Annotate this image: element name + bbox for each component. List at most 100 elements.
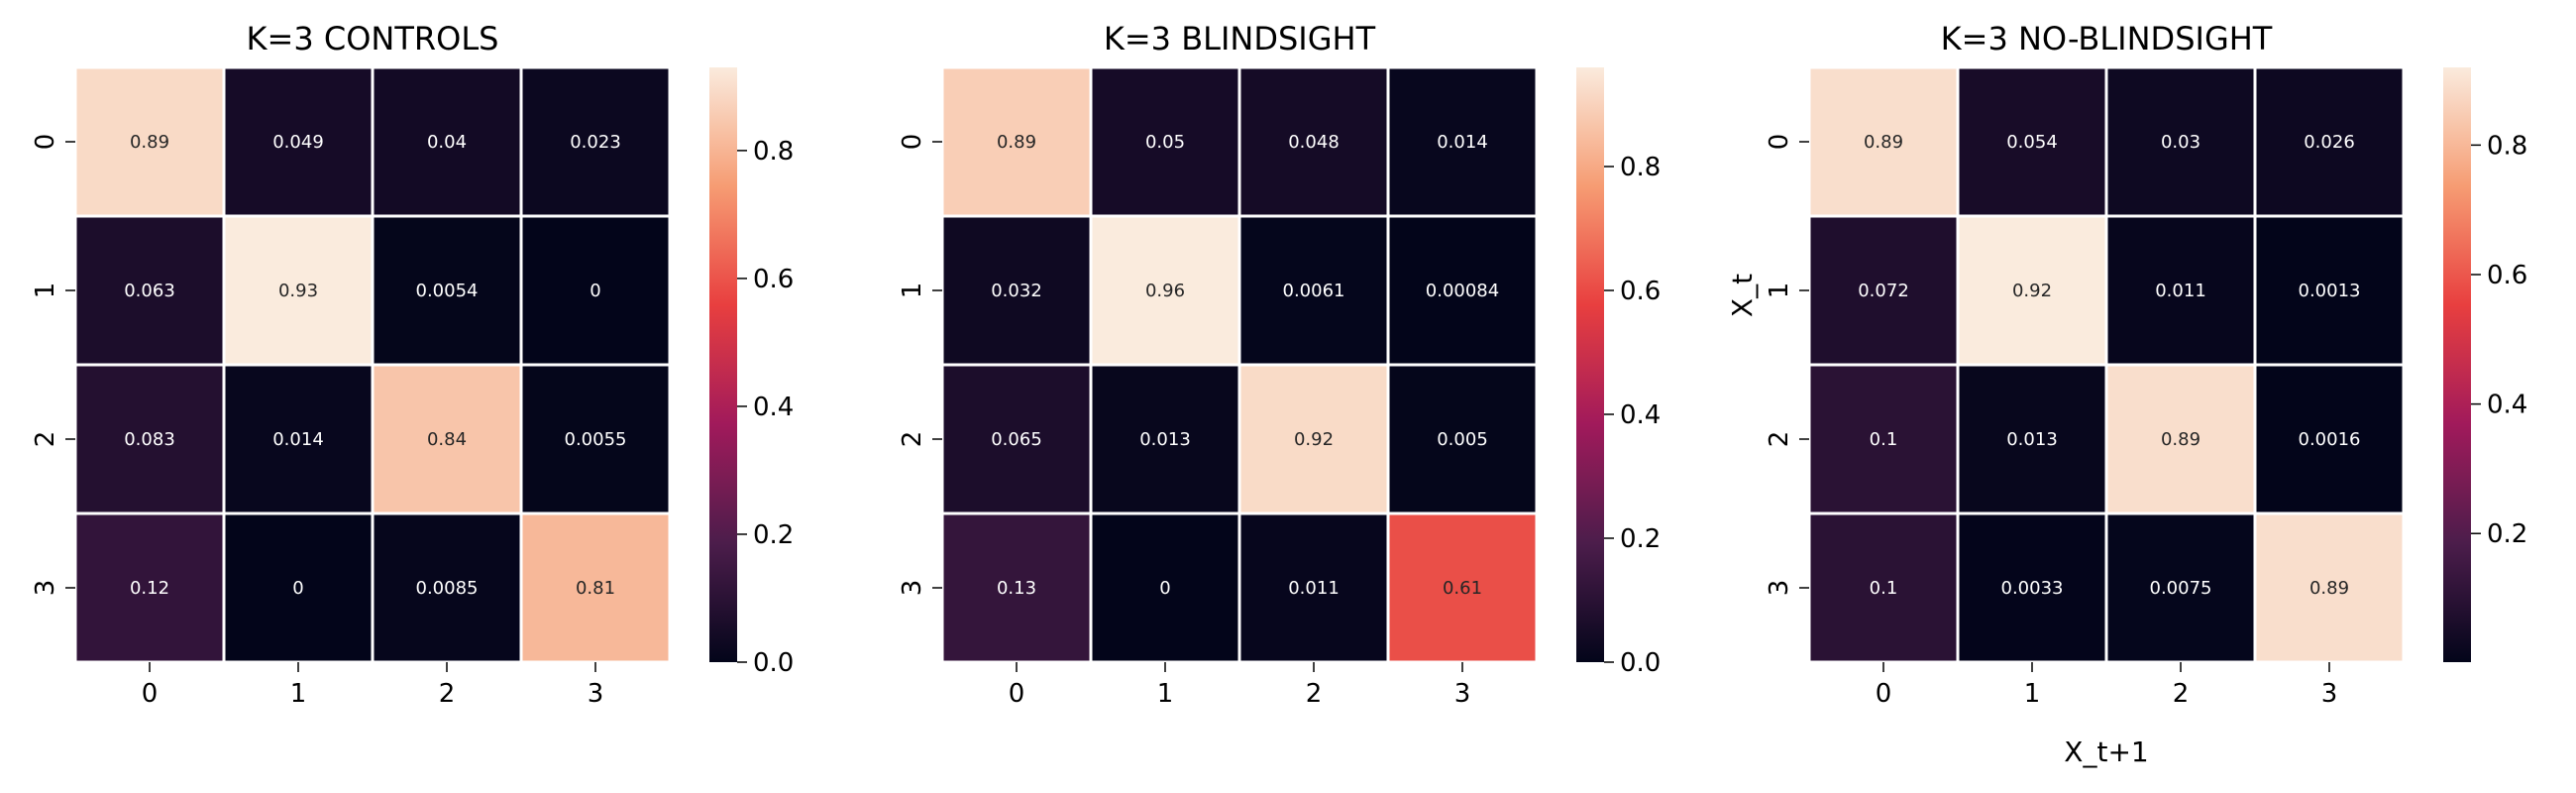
cell-value-label: 0.054 [2006, 132, 2058, 153]
heatmap-cell [1956, 363, 2108, 515]
cell-value-label: 0.61 [1443, 578, 1482, 599]
cell-value-label: 0.026 [2304, 132, 2355, 153]
y-tick-label: 2 [898, 431, 927, 448]
heatmap-cell [519, 363, 672, 515]
cell-value-label: 0 [590, 281, 600, 301]
cell-value-label: 0.03 [2161, 132, 2200, 153]
colorbar-tick-label: 0.2 [753, 520, 794, 550]
heatmap-cell [222, 65, 375, 218]
heatmap-cell [519, 65, 672, 218]
colorbar-tick-label: 0.0 [753, 648, 794, 678]
heatmap-cell [222, 511, 375, 664]
y-tick-label: 3 [31, 580, 60, 597]
colorbar-tick-label: 0.6 [753, 265, 794, 294]
colorbar-tick-label: 0.8 [753, 137, 794, 167]
y-tick-label: 1 [1765, 283, 1794, 299]
y-axis-label: X_t [1726, 274, 1759, 317]
cell-value-label: 0.89 [2161, 429, 2200, 450]
heatmap-cell [1807, 511, 1960, 664]
heatmap-panel-3: K=3 NO-BLINDSIGHT 0.89 0.054 0.03 0.026 0.072… [1726, 20, 2527, 768]
x-tick-label: 1 [1157, 679, 1174, 709]
x-tick-label: 2 [1306, 679, 1323, 709]
y-tick-label: 0 [31, 134, 60, 151]
cell-value-label: 0 [1159, 578, 1170, 599]
heatmap-cell [222, 363, 375, 515]
chart-title: K=3 CONTROLS [247, 20, 499, 57]
y-tick-label: 0 [898, 134, 927, 151]
cell-value-label: 0.00084 [1426, 281, 1499, 301]
cell-value-label: 0.13 [997, 578, 1036, 599]
y-tick-label: 0 [1765, 134, 1794, 151]
colorbar-tick-label: 0.4 [2487, 391, 2527, 420]
heatmap-cell [371, 65, 523, 218]
x-tick-label: 3 [1454, 679, 1471, 709]
heatmap-cell [1807, 214, 1960, 367]
heatmap-cell [519, 511, 672, 664]
heatmap-cell [519, 214, 672, 367]
cell-value-label: 0.014 [1437, 132, 1488, 153]
cell-value-label: 0.92 [2012, 281, 2052, 301]
cell-value-label: 0.0061 [1283, 281, 1345, 301]
x-tick-label: 2 [2173, 679, 2190, 709]
heatmap-cell [2253, 65, 2406, 218]
colorbar-tick-label: 0.6 [2487, 261, 2527, 290]
cell-value-label: 0 [292, 578, 303, 599]
cell-value-label: 0.0016 [2299, 429, 2361, 450]
x-tick-label: 0 [142, 679, 159, 709]
cell-value-label: 0.063 [124, 281, 175, 301]
heatmap-cell [73, 65, 226, 218]
colorbar-tick-label: 0.8 [2487, 131, 2527, 161]
colorbar-tick-label: 0.2 [1620, 524, 1661, 554]
colorbar-tick-label: 0.4 [1620, 400, 1661, 430]
cell-value-label: 0.013 [2006, 429, 2058, 450]
cell-value-label: 0.84 [427, 429, 467, 450]
heatmap-cell [1089, 363, 1241, 515]
chart-title: K=3 NO-BLINDSIGHT [1941, 20, 2273, 57]
x-tick-label: 3 [588, 679, 604, 709]
cell-value-label: 0.12 [130, 578, 169, 599]
colorbar [2443, 67, 2471, 662]
heatmap-cell [1386, 363, 1539, 515]
cell-value-label: 0.92 [1294, 429, 1334, 450]
x-tick-label: 3 [2321, 679, 2338, 709]
heatmap-cell [2104, 214, 2257, 367]
cell-value-label: 0.032 [991, 281, 1042, 301]
cell-value-label: 0.0033 [2001, 578, 2064, 599]
colorbar-tick-label: 0.6 [1620, 277, 1661, 306]
cell-value-label: 0.011 [2155, 281, 2206, 301]
y-tick-label: 2 [31, 431, 60, 448]
cell-value-label: 0.048 [1288, 132, 1340, 153]
heatmap-cell [222, 214, 375, 367]
cell-value-label: 0.0075 [2150, 578, 2212, 599]
x-tick-label: 0 [1876, 679, 1892, 709]
colorbar [709, 67, 737, 662]
cell-value-label: 0.005 [1437, 429, 1488, 450]
heatmap-cell [2253, 214, 2406, 367]
heatmap-cell [2253, 363, 2406, 515]
y-tick-label: 1 [898, 283, 927, 299]
colorbar-tick-label: 0.0 [1620, 648, 1661, 678]
cell-value-label: 0.0054 [416, 281, 479, 301]
colorbar-tick-label: 0.2 [2487, 519, 2527, 549]
cell-value-label: 0.0085 [416, 578, 479, 599]
cell-value-label: 0.065 [991, 429, 1042, 450]
colorbar-tick-label: 0.4 [753, 393, 794, 422]
heatmap-cell [1237, 65, 1390, 218]
heatmap-cell [2253, 511, 2406, 664]
cell-value-label: 0.89 [2309, 578, 2349, 599]
cell-value-label: 0.1 [1870, 429, 1898, 450]
cell-value-label: 0.014 [272, 429, 324, 450]
y-tick-label: 1 [31, 283, 60, 299]
heatmap-cell [1386, 214, 1539, 367]
cell-value-label: 0.083 [124, 429, 175, 450]
heatmap-cell [2104, 363, 2257, 515]
x-tick-label: 1 [2024, 679, 2041, 709]
cell-value-label: 0.89 [130, 132, 169, 153]
cell-value-label: 0.013 [1139, 429, 1191, 450]
cell-value-label: 0.011 [1288, 578, 1340, 599]
heatmap-cell [1386, 65, 1539, 218]
colorbar [1576, 67, 1604, 662]
